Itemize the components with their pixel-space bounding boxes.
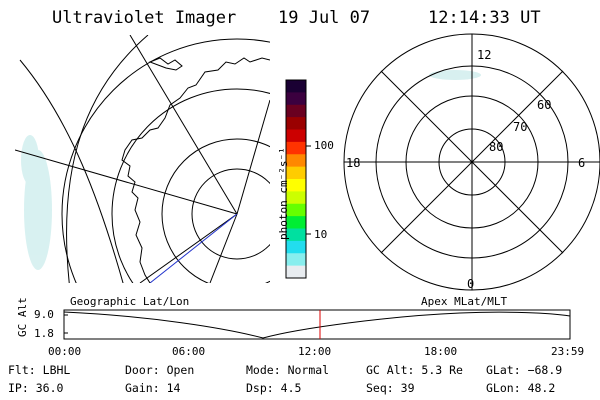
color-bar-swatch	[286, 92, 306, 106]
status-mode: Mode: Normal	[246, 363, 330, 377]
mlt-label-6: 6	[578, 156, 586, 170]
time-tick: 23:59	[551, 345, 585, 358]
altitude-tick-9: 9.0	[34, 308, 54, 321]
status-door: Door: Open	[125, 363, 195, 377]
geo-lat-circle	[191, 168, 270, 260]
geo-meridian	[15, 149, 238, 215]
geo-lat-circle	[111, 88, 270, 283]
geo-lat-circle	[161, 138, 270, 283]
altitude-axis-label: GC Alt	[16, 297, 29, 337]
color-bar-swatch	[286, 141, 306, 155]
color-bar-swatch	[286, 253, 306, 267]
time-tick: 18:00	[424, 345, 458, 358]
status-glon: GLon: 48.2	[486, 381, 556, 395]
mlt-label-12: 12	[477, 48, 492, 62]
time-tick: 00:00	[48, 345, 82, 358]
color-bar-swatches	[286, 80, 306, 279]
altitude-tick-1.8: 1.8	[34, 327, 54, 340]
geo-map-caption: Geographic Lat/Lon	[70, 295, 190, 308]
mlt-label-0: 0	[467, 277, 475, 291]
date-label: 19 Jul 07	[278, 8, 371, 28]
color-bar-swatch	[286, 104, 306, 118]
status-dsp: Dsp: 4.5	[246, 381, 302, 395]
color-bar-swatch	[286, 216, 306, 230]
color-bar-tick-10: 10	[314, 228, 328, 241]
time-label: 12:14:33 UT	[428, 8, 541, 28]
mlat-label-80: 80	[489, 140, 504, 154]
color-bar-swatch	[286, 228, 306, 242]
instrument-title: Ultraviolet Imager	[52, 8, 237, 28]
color-bar-swatch	[286, 203, 306, 217]
coastline	[121, 57, 270, 283]
color-bar-tick-100: 100	[314, 139, 334, 152]
status-gc-alt: GC Alt: 5.3 Re	[366, 363, 463, 377]
color-bar-swatch	[286, 154, 306, 168]
altitude-curve	[63, 311, 571, 339]
mlat-label-70: 70	[513, 120, 528, 134]
color-bar-swatch	[286, 179, 306, 192]
color-bar-swatch	[286, 117, 306, 131]
geo-aurora-emission	[21, 135, 52, 270]
color-bar-swatch	[286, 129, 306, 143]
polar-plot-caption: Apex MLat/MLT	[421, 295, 508, 308]
polar-diagonal	[380, 70, 564, 254]
status-filter: Flt: LBHL	[8, 363, 71, 377]
time-tick: 12:00	[298, 345, 332, 358]
geo-lat-circle	[61, 38, 270, 283]
color-bar-swatch	[286, 265, 306, 279]
status-seq: Seq: 39	[366, 381, 415, 395]
altitude-plot-frame	[63, 309, 571, 340]
status-glat: GLat: −68.9	[486, 363, 563, 377]
color-bar-frame	[285, 79, 307, 279]
color-bar-swatch	[286, 166, 306, 180]
color-bar-swatch	[286, 240, 306, 254]
polar-aurora-emission	[429, 70, 481, 80]
status-ip: IP: 36.0	[8, 381, 64, 395]
mlat-label-60: 60	[537, 98, 552, 112]
color-bar-swatch	[286, 191, 306, 205]
time-tick: 06:00	[172, 345, 206, 358]
color-bar-swatch	[286, 80, 306, 93]
mlt-label-18: 18	[346, 156, 361, 170]
status-gain: Gain: 14	[125, 381, 181, 395]
